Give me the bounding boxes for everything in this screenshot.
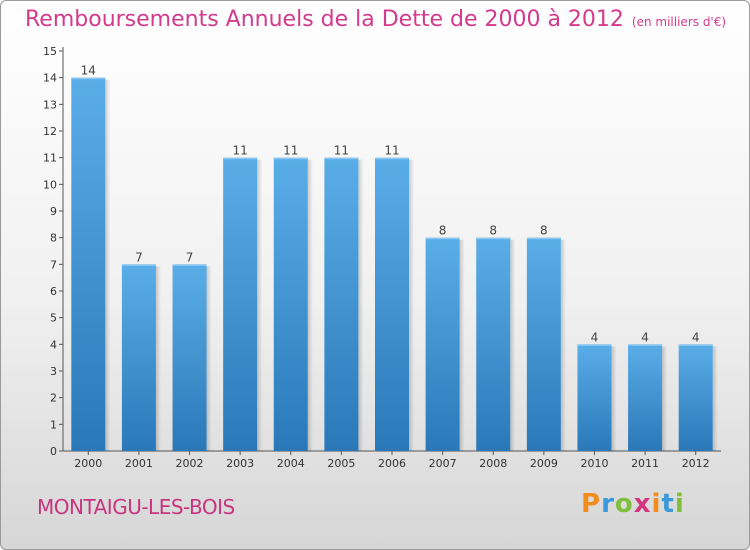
x-tick-label: 2006 (378, 457, 406, 470)
y-tick-label: 3 (50, 365, 57, 378)
bar-value-label: 14 (81, 64, 96, 78)
y-tick-label: 4 (50, 338, 57, 351)
y-tick-label: 15 (43, 45, 57, 58)
bar-shadow (409, 159, 414, 451)
y-tick-label: 13 (43, 98, 57, 111)
bar-shadow (257, 159, 263, 451)
bar-2010 (577, 344, 612, 451)
bar-2011 (628, 344, 663, 451)
bar-highlight (375, 157, 409, 160)
y-tick-label: 6 (50, 285, 57, 298)
bar-value-label: 7 (135, 250, 143, 264)
bar-value-label: 8 (489, 224, 497, 238)
bar-value-label: 7 (186, 250, 194, 264)
y-tick-label: 1 (50, 418, 57, 431)
bar-highlight (71, 77, 106, 80)
bar-2012 (678, 344, 713, 451)
bar-highlight (425, 237, 460, 240)
bar-2007 (425, 237, 460, 451)
bar-highlight (121, 264, 156, 266)
bar-shadow (712, 346, 718, 451)
chart-title: Remboursements Annuels de la Dette de 20… (25, 7, 726, 32)
y-tick-label: 8 (50, 232, 57, 245)
bar-2000 (71, 77, 106, 452)
x-tick-label: 2002 (176, 457, 204, 470)
bar-shadow (662, 346, 668, 451)
bar-value-label: 4 (591, 330, 599, 344)
y-tick-label: 10 (43, 178, 57, 191)
chart-title-text: Remboursements Annuels de la Dette de 20… (25, 7, 624, 32)
bar-highlight (577, 344, 612, 346)
y-tick-label: 7 (50, 258, 57, 271)
bar-highlight (324, 157, 359, 160)
bar-2008 (476, 237, 511, 451)
bar-shadow (560, 239, 566, 451)
bar-highlight (476, 237, 511, 240)
x-tick-label: 2001 (125, 457, 153, 470)
town-name: MONTAIGU-LES-BOIS (37, 495, 235, 519)
bar-shadow (206, 266, 212, 451)
bar-highlight (172, 264, 207, 266)
bar-shadow (307, 159, 313, 451)
x-tick-label: 2011 (631, 457, 659, 470)
bar-shadow (358, 159, 364, 451)
bar-highlight (628, 344, 663, 346)
proxiti-logo[interactable]: Proxiti (581, 489, 685, 519)
y-tick-label: 12 (43, 125, 57, 138)
bar-value-label: 4 (641, 330, 649, 344)
bar-shadow (459, 239, 465, 451)
bar-value-label: 8 (540, 224, 548, 238)
x-tick-label: 2010 (580, 457, 608, 470)
y-tick-label: 0 (50, 445, 57, 458)
bar-2001 (121, 264, 156, 451)
x-tick-label: 2004 (277, 457, 305, 470)
bar-value-label: 11 (283, 144, 298, 158)
bar-2009 (526, 237, 561, 451)
bar-shadow (155, 266, 161, 451)
x-tick-label: 2009 (530, 457, 558, 470)
bar-2003 (223, 157, 258, 451)
bar-2002 (172, 264, 207, 451)
bar-value-label: 11 (233, 144, 248, 158)
bar-value-label: 8 (439, 224, 447, 238)
x-tick-label: 2007 (429, 457, 457, 470)
bar-2006 (375, 157, 409, 451)
x-tick-label: 2003 (226, 457, 254, 470)
bar-highlight (273, 157, 308, 160)
x-tick-label: 2005 (327, 457, 355, 470)
y-tick-label: 9 (50, 205, 57, 218)
x-tick-label: 2012 (682, 457, 710, 470)
bar-value-label: 4 (692, 330, 700, 344)
bar-value-label: 11 (384, 144, 399, 158)
bar-2004 (273, 157, 308, 451)
bar-shadow (105, 79, 111, 452)
y-tick-label: 14 (43, 72, 57, 85)
x-tick-label: 2008 (479, 457, 507, 470)
bars: 14 7 7 11 11 11 11 8 8 8 4 4 4 (71, 64, 718, 452)
bar-highlight (678, 344, 713, 346)
bar-highlight (526, 237, 561, 240)
y-tick-label: 2 (50, 392, 57, 405)
x-tick-label: 2000 (74, 457, 102, 470)
bar-shadow (510, 239, 516, 451)
y-tick-label: 11 (43, 152, 57, 165)
y-tick-label: 5 (50, 312, 57, 325)
bar-2005 (324, 157, 359, 451)
bar-highlight (223, 157, 258, 160)
chart-unit: (en milliers d'€) (631, 15, 727, 29)
bar-value-label: 11 (334, 144, 349, 158)
bar-shadow (611, 346, 617, 451)
